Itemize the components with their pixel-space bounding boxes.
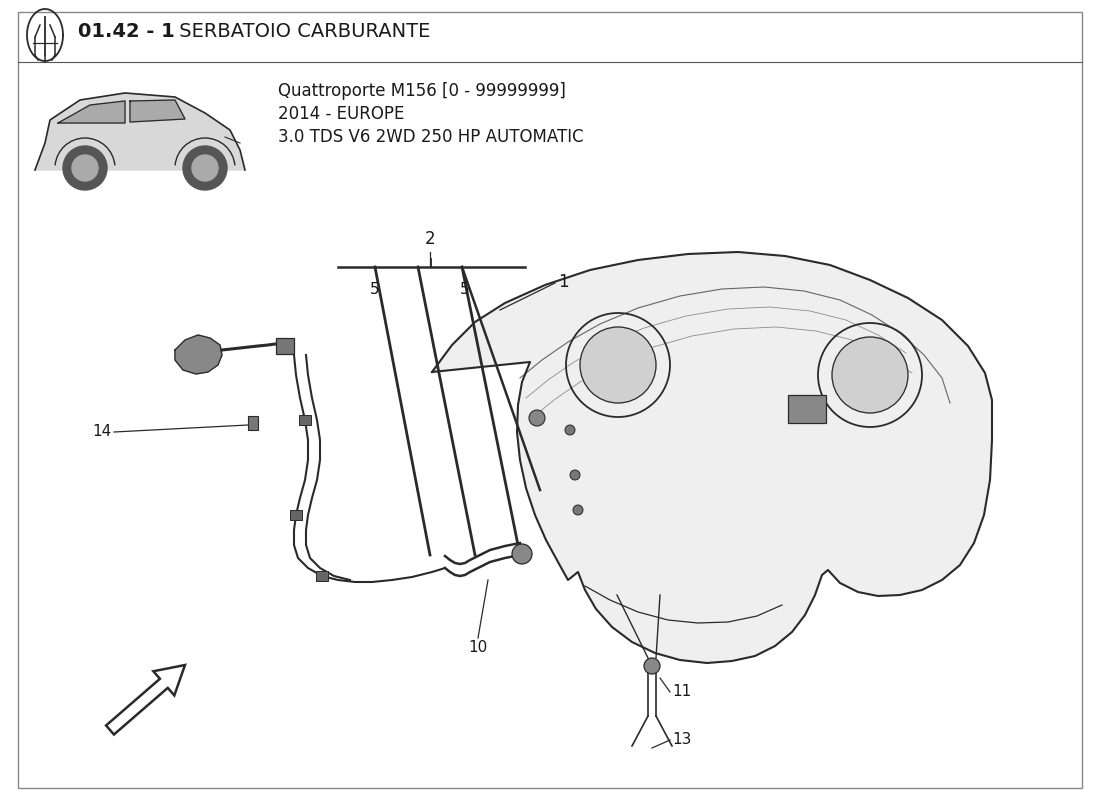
Circle shape — [580, 327, 656, 403]
Circle shape — [644, 658, 660, 674]
Text: 14: 14 — [92, 425, 112, 439]
Polygon shape — [432, 252, 992, 663]
Circle shape — [183, 146, 227, 190]
Polygon shape — [130, 100, 185, 122]
Circle shape — [832, 337, 908, 413]
Bar — [290, 510, 303, 520]
Text: 3.0 TDS V6 2WD 250 HP AUTOMATIC: 3.0 TDS V6 2WD 250 HP AUTOMATIC — [278, 128, 584, 146]
Text: 10: 10 — [469, 640, 487, 655]
Polygon shape — [175, 335, 222, 374]
Circle shape — [565, 425, 575, 435]
Polygon shape — [35, 93, 245, 170]
Bar — [316, 571, 328, 581]
Text: 13: 13 — [672, 733, 692, 747]
Circle shape — [192, 155, 218, 181]
Text: 11: 11 — [672, 685, 691, 699]
Bar — [276, 338, 294, 354]
Text: Quattroporte M156 [0 - 99999999]: Quattroporte M156 [0 - 99999999] — [278, 82, 565, 100]
Circle shape — [72, 155, 98, 181]
Polygon shape — [58, 101, 125, 123]
Text: 1: 1 — [558, 273, 569, 291]
Circle shape — [570, 470, 580, 480]
Text: 2014 - EUROPE: 2014 - EUROPE — [278, 105, 405, 123]
Text: 5: 5 — [460, 282, 470, 297]
Bar — [248, 416, 258, 430]
Circle shape — [63, 146, 107, 190]
Circle shape — [529, 410, 544, 426]
Bar — [788, 395, 826, 423]
Text: 01.42 - 1: 01.42 - 1 — [78, 22, 175, 41]
Text: SERBATOIO CARBURANTE: SERBATOIO CARBURANTE — [173, 22, 430, 41]
Circle shape — [512, 544, 532, 564]
Circle shape — [573, 505, 583, 515]
Text: 5: 5 — [371, 282, 380, 297]
Bar — [299, 415, 311, 425]
FancyArrow shape — [106, 665, 185, 734]
Text: 2: 2 — [425, 230, 436, 248]
